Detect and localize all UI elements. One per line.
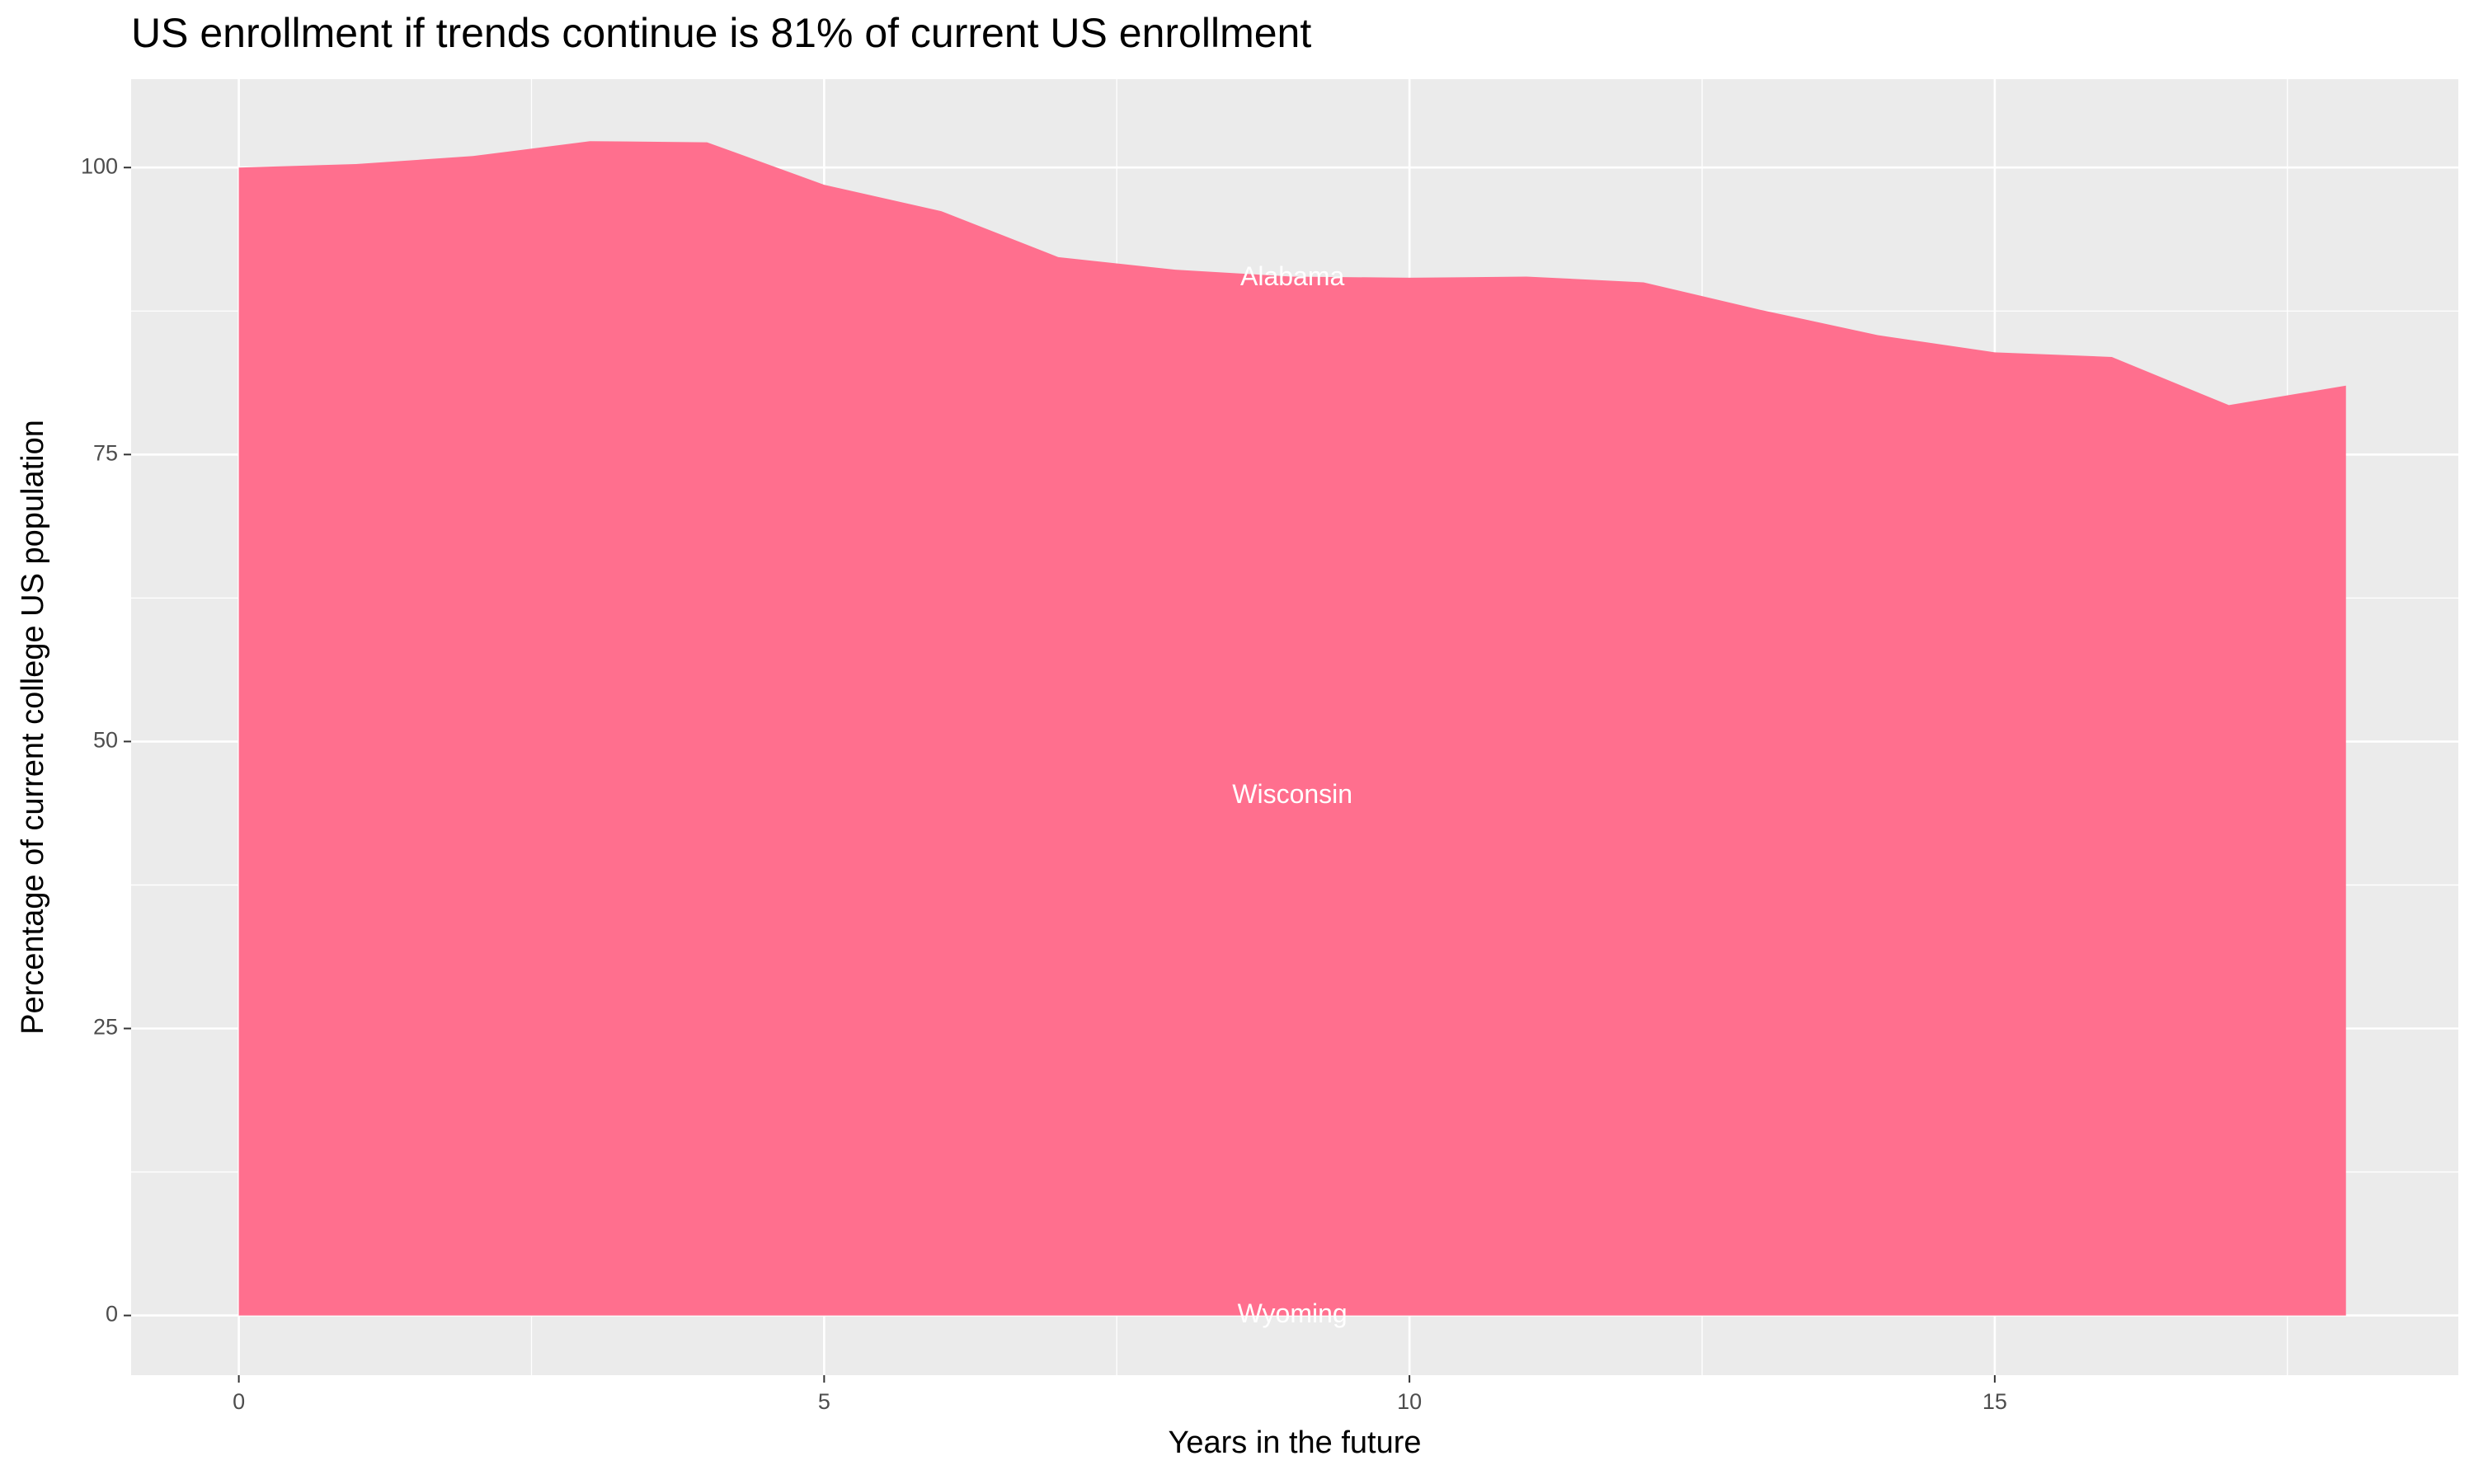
- y-axis-title: Percentage of current college US populat…: [16, 420, 50, 1035]
- y-tick-label: 100: [81, 153, 118, 178]
- area-label: Wisconsin: [1232, 779, 1352, 809]
- chart-title: US enrollment if trends continue is 81% …: [131, 10, 1311, 56]
- y-tick-label: 50: [93, 728, 118, 753]
- x-tick-label: 15: [1982, 1389, 2007, 1414]
- x-axis-title: Years in the future: [1168, 1425, 1421, 1460]
- y-tick-label: 0: [106, 1302, 118, 1327]
- area-label: Alabama: [1240, 261, 1345, 291]
- x-tick-label: 0: [233, 1389, 245, 1414]
- area-label: Wyoming: [1238, 1298, 1348, 1328]
- y-tick-label: 75: [93, 440, 118, 465]
- x-tick-label: 10: [1397, 1389, 1422, 1414]
- area: [238, 141, 2346, 1316]
- y-tick-label: 25: [93, 1015, 118, 1040]
- x-tick-label: 5: [818, 1389, 830, 1414]
